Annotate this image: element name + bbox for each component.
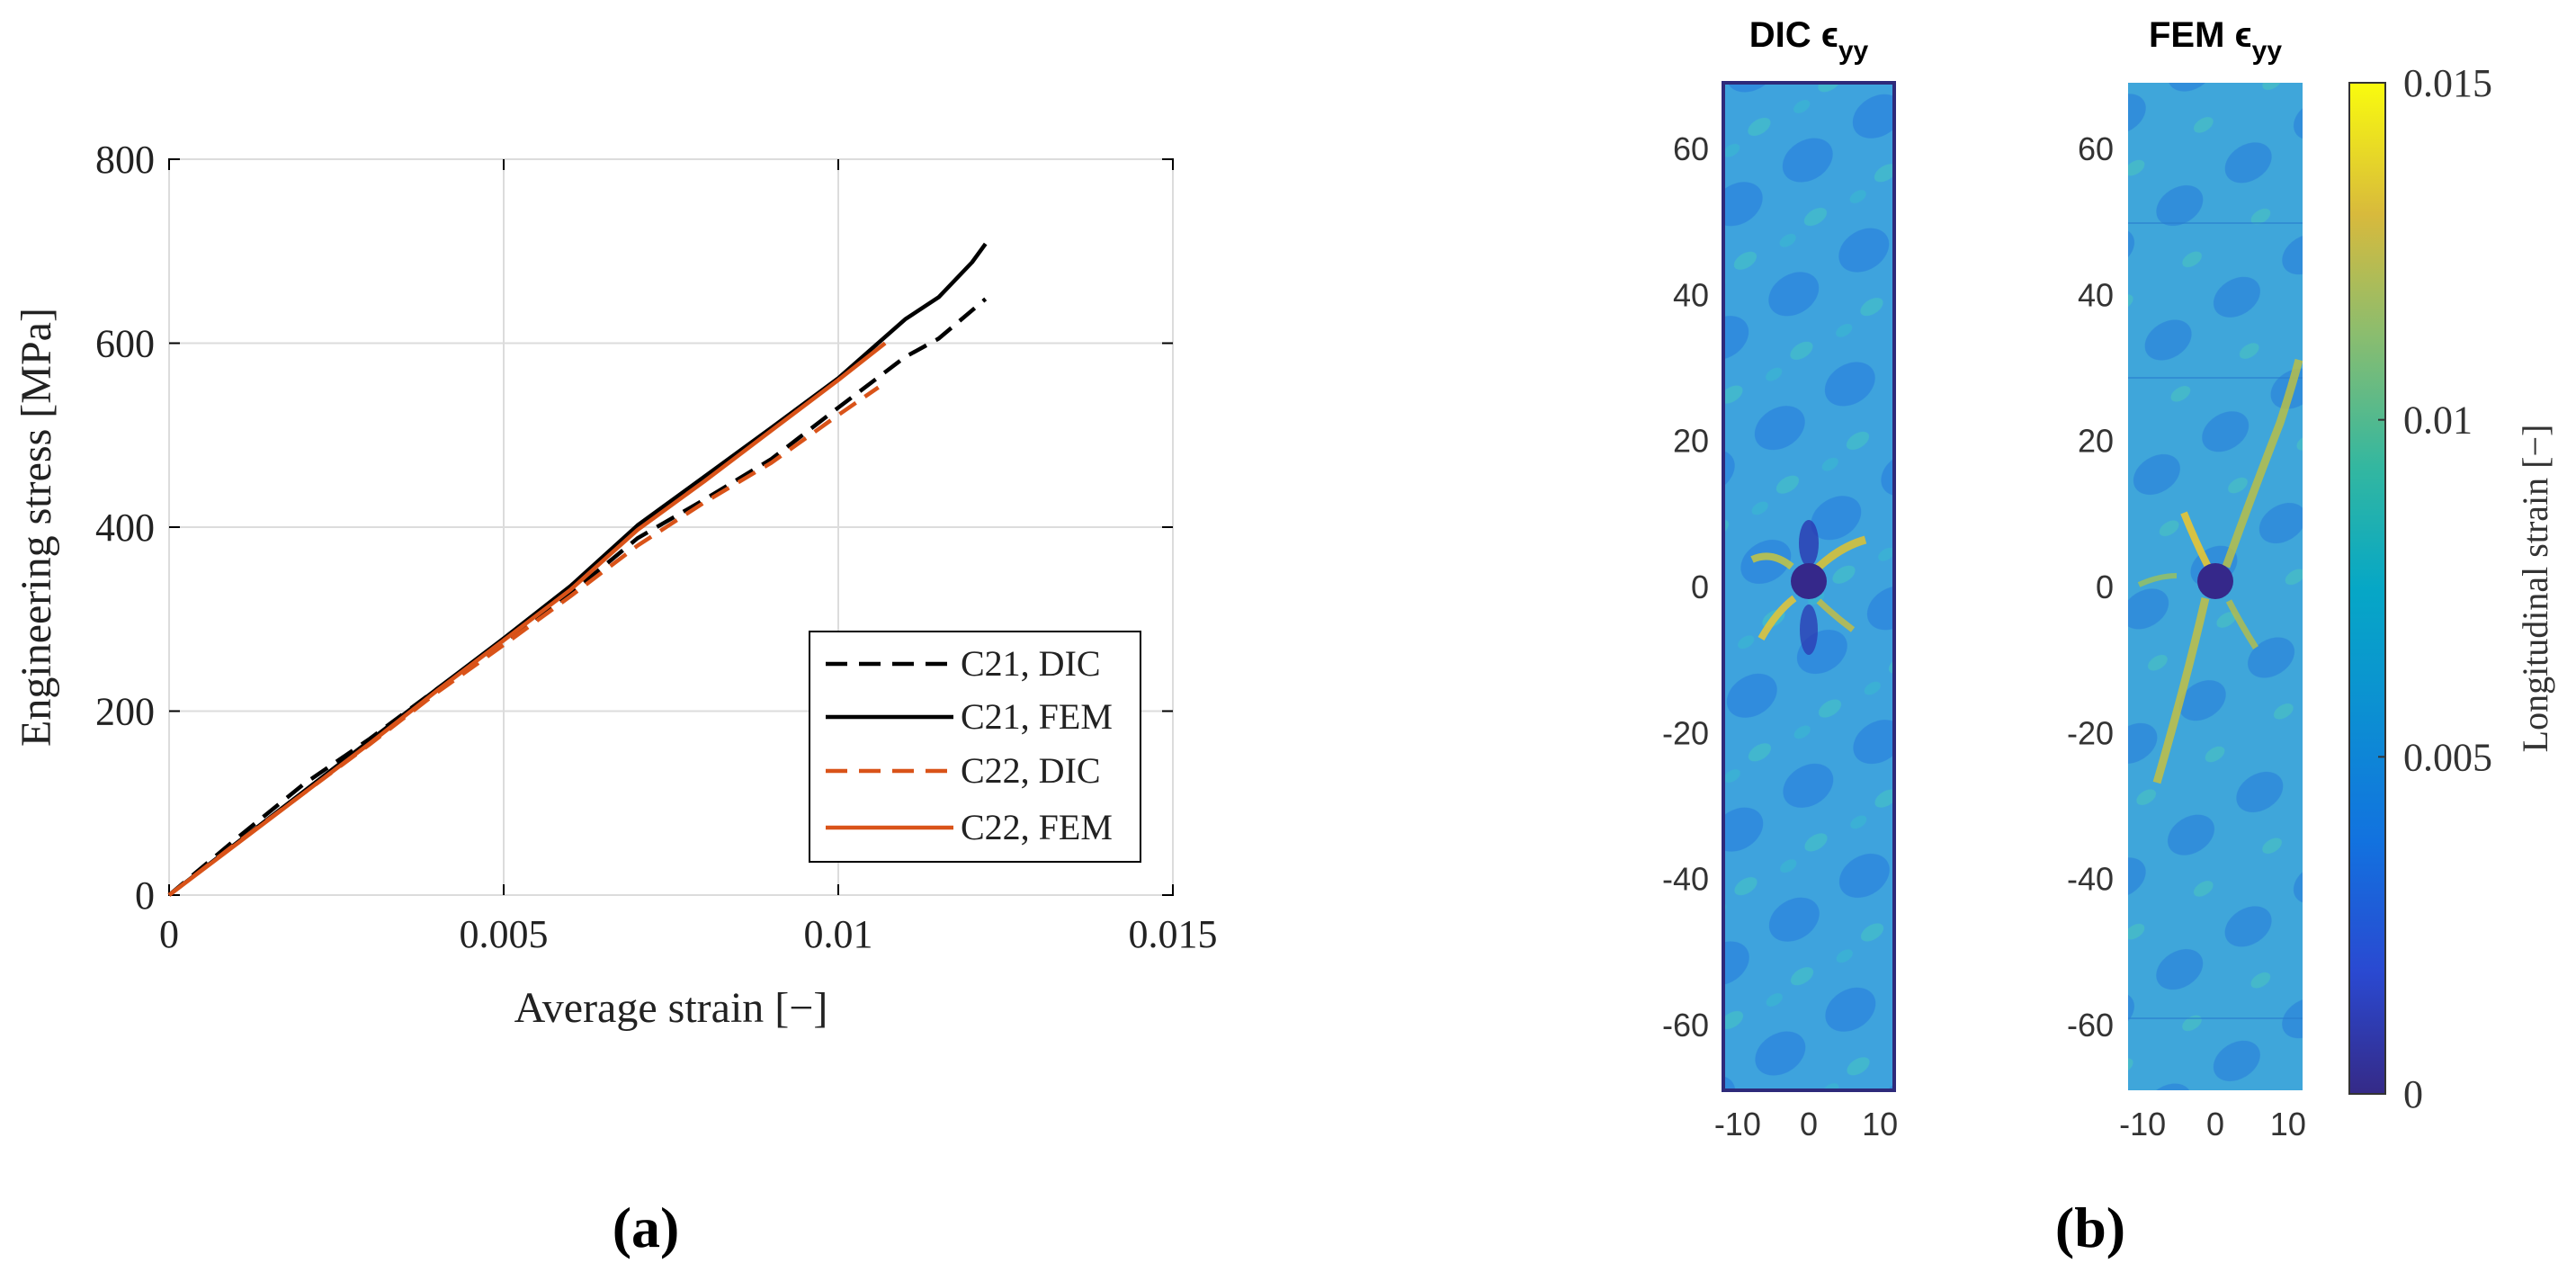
x-axis-label: Average strain [−] xyxy=(514,984,828,1032)
dic-map-title: DIC ϵyy xyxy=(1749,15,1869,66)
map-y-tick-label: -20 xyxy=(2067,714,2114,751)
dic-frame xyxy=(1722,81,1896,1092)
panel-label-a: (a) xyxy=(613,1196,680,1259)
fem-band-upper-right xyxy=(2222,358,2303,569)
map-y-tick-label: -60 xyxy=(1662,1007,1709,1044)
panel-label-b: (b) xyxy=(2055,1196,2125,1259)
series-line-c22-fem xyxy=(167,341,887,897)
map-y-tick-label: 40 xyxy=(1673,276,1709,313)
stress-strain-chart: 0 200 400 600 800 0 0.005 0.01 0.015 Average st… xyxy=(13,138,1218,1259)
colorbar-tick-label: 0.01 xyxy=(2403,399,2473,443)
map-x-tick-label: 10 xyxy=(2270,1106,2306,1142)
dic-map: DIC ϵyy 60 40 20 0 -20 -40 -60 -10 0 10 xyxy=(1662,15,1898,1142)
y-tick-label: 600 xyxy=(95,322,155,366)
legend-label-c22-dic: C22, DIC xyxy=(961,750,1101,791)
colorbar-tick-label: 0.015 xyxy=(2403,61,2492,105)
map-y-tick-label: -40 xyxy=(1662,861,1709,898)
map-y-tick-label: 60 xyxy=(2078,130,2114,167)
dic-hole xyxy=(1791,563,1827,599)
fem-map-title: FEM ϵyy xyxy=(2149,15,2282,66)
y-axis-label: Engineering stress [MPa] xyxy=(13,308,60,747)
fem-map: FEM ϵyy 60 40 20 0 -20 -40 -60 -10 0 10 xyxy=(2067,15,2306,1142)
map-y-tick-label: -40 xyxy=(2067,861,2114,898)
legend-label-c21-fem: C21, FEM xyxy=(961,696,1113,737)
x-tick-labels: 0 0.005 0.01 0.015 xyxy=(159,912,1218,956)
series-group xyxy=(167,242,988,897)
map-x-tick-label: 0 xyxy=(2206,1106,2224,1142)
x-tick-label: 0.005 xyxy=(460,912,549,956)
map-x-tick-label: -10 xyxy=(1714,1106,1761,1142)
map-y-tick-label: -20 xyxy=(1662,714,1709,751)
map-y-tick-label: 60 xyxy=(1673,130,1709,167)
x-tick-label: 0.01 xyxy=(804,912,873,956)
colorbar-tick-label: 0.005 xyxy=(2403,735,2492,779)
strain-field-maps: DIC ϵyy 60 40 20 0 -20 -40 -60 -10 0 10 FEM ϵyy xyxy=(1662,15,2555,1259)
y-tick-label: 400 xyxy=(95,506,155,550)
dic-y-ticks: 60 40 20 0 -20 -40 -60 xyxy=(1662,130,1709,1044)
fem-band-lower-left xyxy=(2152,596,2210,784)
colorbar-ticks: 0 0.005 0.01 0.015 xyxy=(2378,61,2492,1116)
colorbar-label: Longitudinal strain [−] xyxy=(2515,425,2555,753)
fem-band-lower-right xyxy=(2225,599,2258,649)
dic-low-strain-down xyxy=(1800,605,1818,655)
colorbar: 0 0.005 0.01 0.015 Longitudinal strain [−] xyxy=(2348,61,2555,1116)
map-y-tick-label: 0 xyxy=(2096,569,2114,605)
colorbar-gradient xyxy=(2348,82,2386,1095)
colorbar-tick-label: 0 xyxy=(2403,1072,2423,1116)
y-tick-label: 0 xyxy=(135,873,155,918)
fem-x-ticks: -10 0 10 xyxy=(2119,1106,2306,1142)
map-x-tick-label: 0 xyxy=(1800,1106,1818,1142)
fem-band-upper-left xyxy=(2180,511,2212,569)
map-y-tick-label: 40 xyxy=(2078,276,2114,313)
fem-band-left xyxy=(2137,573,2178,587)
y-tick-label: 200 xyxy=(95,690,155,734)
dic-band-lower-right xyxy=(1816,598,1856,632)
legend-box xyxy=(809,631,1141,863)
legend: C21, DIC C21, FEM C22, DIC C22, FEM xyxy=(809,631,1141,863)
dic-x-ticks: -10 0 10 xyxy=(1714,1106,1898,1142)
y-tick-label: 800 xyxy=(95,138,155,182)
map-y-tick-label: 20 xyxy=(1673,423,1709,460)
fem-hole xyxy=(2197,563,2233,599)
dic-band-upper-right xyxy=(1811,535,1867,574)
x-tick-label: 0.015 xyxy=(1129,912,1218,956)
legend-label-c22-fem: C22, FEM xyxy=(961,807,1113,847)
y-tick-labels: 0 200 400 600 800 xyxy=(95,138,155,918)
dic-low-strain-up xyxy=(1799,520,1819,567)
map-y-tick-label: 20 xyxy=(2078,423,2114,460)
fem-y-ticks: 60 40 20 0 -20 -40 -60 xyxy=(2067,130,2114,1044)
legend-label-c21-dic: C21, DIC xyxy=(961,643,1101,684)
map-x-tick-label: 10 xyxy=(1862,1106,1898,1142)
map-y-tick-label: 0 xyxy=(1691,569,1709,605)
series-line-c21-dic xyxy=(167,297,988,897)
dic-band-lower-left xyxy=(1758,595,1797,640)
x-tick-label: 0 xyxy=(159,912,179,956)
map-x-tick-label: -10 xyxy=(2119,1106,2166,1142)
dic-band-upper-left xyxy=(1750,552,1794,570)
map-y-tick-label: -60 xyxy=(2067,1007,2114,1044)
